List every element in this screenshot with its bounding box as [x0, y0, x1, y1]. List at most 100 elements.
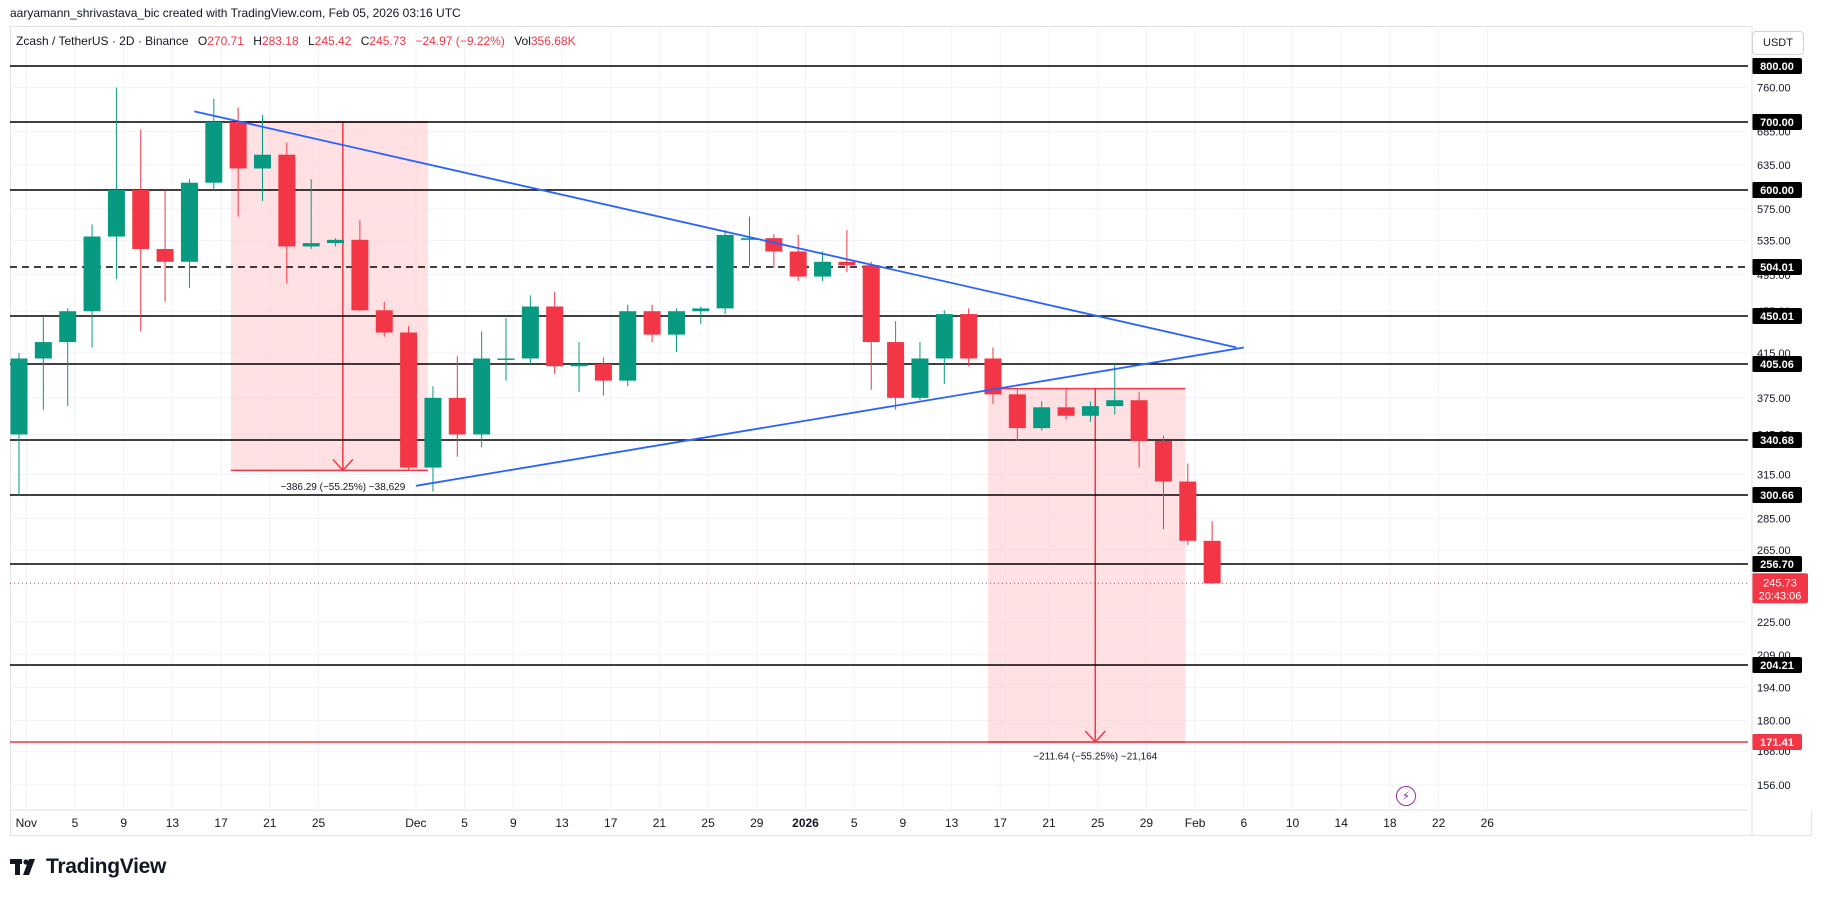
candle-body[interactable]	[838, 261, 856, 266]
candle-body[interactable]	[132, 190, 150, 249]
time-tick-label: 18	[1383, 816, 1397, 830]
price-tick-label: 535.00	[1757, 236, 1791, 248]
candle-body[interactable]	[619, 311, 637, 381]
candle-body[interactable]	[984, 358, 1002, 395]
upper-trendline[interactable]	[194, 110, 1237, 349]
candle-body[interactable]	[667, 311, 685, 335]
candle-body[interactable]	[1130, 400, 1148, 441]
last-price-label: 245.73	[1763, 577, 1797, 589]
volume-value: 356.68K	[530, 34, 576, 48]
candle-body[interactable]	[1033, 407, 1051, 429]
price-tick-label: 635.00	[1757, 160, 1791, 172]
time-tick-label: 22	[1432, 816, 1446, 830]
candle-body[interactable]	[570, 364, 588, 367]
candle-body[interactable]	[302, 243, 320, 247]
candle-body[interactable]	[229, 122, 247, 169]
candle-body[interactable]	[473, 358, 491, 435]
time-tick-label: 14	[1335, 816, 1349, 830]
time-tick-label: 21	[1042, 816, 1056, 830]
candle-body[interactable]	[1057, 407, 1075, 416]
lower-trendline[interactable]	[415, 346, 1244, 487]
level-label-bg	[1752, 734, 1802, 750]
candle-body[interactable]	[1106, 400, 1124, 407]
last-price-label-bg	[1752, 573, 1808, 604]
candle-body[interactable]	[107, 190, 125, 237]
candle-body[interactable]	[643, 311, 661, 335]
candle-body[interactable]	[278, 154, 296, 247]
candle-body[interactable]	[10, 358, 28, 435]
close-value: 245.73	[369, 34, 407, 48]
candle-body[interactable]	[814, 261, 832, 277]
candle-body[interactable]	[1008, 394, 1026, 429]
measure-zone-2-label: −211.64 (−55.25%) −21,164	[1033, 751, 1158, 762]
candle-body[interactable]	[960, 314, 978, 359]
level-label: 700.00	[1760, 117, 1794, 129]
candle-body[interactable]	[1154, 440, 1172, 482]
time-tick-label: 29	[1140, 816, 1154, 830]
candle-body[interactable]	[1203, 540, 1221, 584]
measure-zone-2[interactable]	[988, 388, 1186, 742]
price-tick-label: 575.00	[1757, 204, 1791, 216]
candle-body[interactable]	[741, 238, 758, 240]
price-axis[interactable]	[1752, 26, 1812, 810]
candle-body[interactable]	[375, 310, 393, 333]
level-label: 450.01	[1760, 311, 1794, 323]
candle-body[interactable]	[351, 239, 369, 311]
measure-zone-1[interactable]	[230, 122, 429, 471]
time-tick-label: 5	[851, 816, 858, 830]
chart-attribution: aaryamann_shrivastava_bic created with T…	[10, 6, 461, 20]
level-label: 256.70	[1760, 559, 1794, 571]
candle-body[interactable]	[327, 239, 345, 244]
candle-body[interactable]	[594, 364, 612, 381]
candle-body[interactable]	[911, 358, 929, 398]
candle-body[interactable]	[789, 251, 807, 277]
time-tick-label: 9	[900, 816, 907, 830]
candle-body[interactable]	[862, 265, 880, 343]
candle-body[interactable]	[716, 234, 734, 309]
candle-body[interactable]	[83, 236, 101, 312]
tradingview-mark-icon	[10, 859, 35, 875]
close-label: C	[360, 34, 370, 48]
tradingview-logo[interactable]: TradingView	[10, 855, 166, 879]
symbol-name[interactable]: Zcash / TetherUS · 2D · Binance	[16, 34, 189, 48]
candle-body[interactable]	[254, 154, 271, 169]
measure-zone-1-label: −386.29 (−55.25%) −38,629	[280, 482, 405, 493]
level-label-bg	[1752, 657, 1802, 673]
time-tick-label: 5	[72, 816, 79, 830]
candle-body[interactable]	[156, 248, 174, 262]
candle-body[interactable]	[935, 314, 953, 359]
level-label-bg	[1752, 487, 1802, 503]
level-label-bg	[1752, 308, 1802, 324]
lightning-icon[interactable]: ⚡	[1396, 786, 1416, 806]
candle-body[interactable]	[546, 306, 564, 367]
candle-body[interactable]	[59, 311, 77, 343]
candle-body[interactable]	[424, 397, 442, 468]
time-tick-label: 13	[166, 816, 180, 830]
candle-body[interactable]	[1081, 406, 1099, 416]
price-tick-label: 315.00	[1757, 469, 1791, 481]
candle-body[interactable]	[497, 358, 515, 360]
candle-body[interactable]	[180, 182, 198, 262]
time-tick-label: 5	[461, 816, 468, 830]
candle-body[interactable]	[448, 397, 466, 435]
high-label: H	[253, 34, 262, 48]
level-label-bg	[1752, 259, 1802, 275]
time-tick-label: 9	[510, 816, 517, 830]
candle-body[interactable]	[692, 308, 710, 312]
currency-button[interactable]: USDT	[1752, 31, 1804, 55]
level-label: 204.21	[1760, 660, 1794, 672]
candle-body[interactable]	[400, 332, 418, 468]
candle-body[interactable]	[205, 122, 223, 183]
candle-body[interactable]	[887, 342, 905, 398]
price-tick-label: 180.00	[1757, 715, 1791, 727]
level-label-bg	[1752, 58, 1802, 74]
symbol-legend: Zcash / TetherUS · 2D · Binance O270.71 …	[16, 34, 582, 48]
candle-body[interactable]	[521, 306, 539, 359]
open-value: 270.71	[207, 34, 244, 48]
candle-body[interactable]	[1179, 481, 1197, 541]
time-tick-label: 21	[653, 816, 667, 830]
price-tick-label: 760.00	[1757, 83, 1791, 95]
candle-body[interactable]	[34, 342, 52, 359]
level-label-bg	[1752, 182, 1802, 198]
